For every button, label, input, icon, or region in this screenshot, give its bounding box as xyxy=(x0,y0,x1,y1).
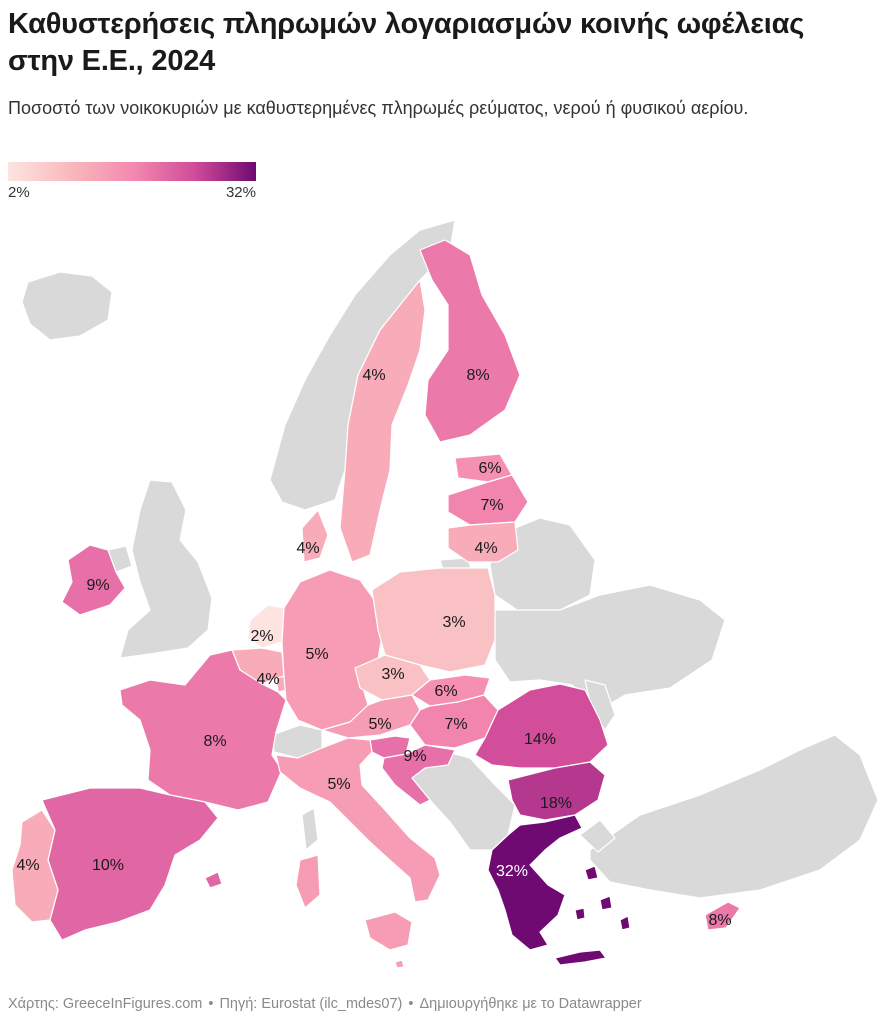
label-cyprus: 8% xyxy=(708,912,731,929)
country-austria xyxy=(321,694,421,739)
label-denmark: 4% xyxy=(296,540,319,557)
label-finland: 8% xyxy=(466,367,489,384)
label-hungary: 7% xyxy=(444,716,467,733)
country-spain-balearic xyxy=(204,871,223,889)
country-ireland xyxy=(61,544,126,616)
label-portugal: 4% xyxy=(16,857,39,874)
country-italy-sardinia xyxy=(295,854,321,909)
country-denmark xyxy=(301,509,329,563)
label-italy: 5% xyxy=(327,776,350,793)
label-romania: 14% xyxy=(524,731,556,748)
country-corsica xyxy=(301,807,319,851)
country-bulgaria xyxy=(507,761,606,821)
map-subtitle: Ποσοστό των νοικοκυριών με καθυστερημένε… xyxy=(8,98,749,118)
country-poland xyxy=(371,567,496,673)
label-austria: 5% xyxy=(368,716,391,733)
label-czechia: 3% xyxy=(381,666,404,683)
label-croatia: 9% xyxy=(403,748,426,765)
footer-separator: • xyxy=(408,996,414,1012)
footer-tool-credit: Δημιουργήθηκε με το Datawrapper xyxy=(419,996,642,1012)
country-france xyxy=(119,649,287,811)
legend-gradient-bar xyxy=(8,162,256,181)
label-belgium: 4% xyxy=(256,671,279,688)
label-latvia: 7% xyxy=(480,497,503,514)
country-cyprus xyxy=(704,901,741,931)
label-slovakia: 6% xyxy=(434,683,457,700)
label-sweden: 4% xyxy=(362,367,385,384)
map-footer: Χάρτης: GreeceInFigures.com • Πηγή: Eurost… xyxy=(8,996,888,1012)
country-romania xyxy=(474,683,609,769)
country-greece-crete xyxy=(554,949,607,966)
label-germany: 5% xyxy=(305,646,328,663)
country-great-britain xyxy=(119,479,213,659)
country-italy xyxy=(275,737,441,903)
country-hungary xyxy=(409,694,499,749)
country-greece-islands xyxy=(574,865,631,931)
value-labels: 4% 8% 6% 7% 4% 4% 9% 2% 4% 5% 3% 3% 6% 5… xyxy=(16,367,731,929)
country-turkey-thrace xyxy=(579,819,616,853)
europe-choropleth-map: 4% 8% 6% 7% 4% 4% 9% 2% 4% 5% 3% 3% 6% 5… xyxy=(0,210,893,990)
label-netherlands: 2% xyxy=(250,628,273,645)
label-bulgaria: 18% xyxy=(540,795,572,812)
country-italy-sicily xyxy=(364,911,413,951)
label-estonia: 6% xyxy=(478,460,501,477)
country-iceland xyxy=(21,271,113,341)
country-croatia xyxy=(381,744,456,806)
country-lithuania xyxy=(447,521,519,563)
label-france: 8% xyxy=(203,733,226,750)
label-ireland: 9% xyxy=(86,577,109,594)
label-lithuania: 4% xyxy=(474,540,497,557)
map-svg: 4% 8% 6% 7% 4% 4% 9% 2% 4% 5% 3% 3% 6% 5… xyxy=(11,219,879,969)
country-malta xyxy=(394,959,405,969)
country-finland xyxy=(419,239,521,443)
country-greece xyxy=(487,814,583,951)
country-portugal xyxy=(11,809,59,923)
color-legend: 2% 32% xyxy=(8,162,256,202)
label-greece: 32% xyxy=(496,863,528,880)
country-germany xyxy=(281,569,383,731)
country-ukraine xyxy=(494,584,726,711)
label-poland: 3% xyxy=(442,614,465,631)
map-title: Καθυστερήσεις πληρωμών λογαριασμών κοινή… xyxy=(8,8,805,77)
label-spain: 10% xyxy=(92,857,124,874)
footer-source: Πηγή: Eurostat (ilc_mdes07) xyxy=(219,996,403,1012)
eu-countries xyxy=(11,239,741,969)
footer-separator: • xyxy=(208,996,214,1012)
country-latvia xyxy=(447,474,529,526)
footer-map-credit: Χάρτης: GreeceInFigures.com xyxy=(8,996,203,1012)
legend-max-label: 32% xyxy=(225,184,256,201)
country-spain xyxy=(41,787,219,941)
country-turkey xyxy=(589,734,879,899)
country-sweden xyxy=(339,279,426,563)
legend-min-label: 2% xyxy=(8,184,30,201)
